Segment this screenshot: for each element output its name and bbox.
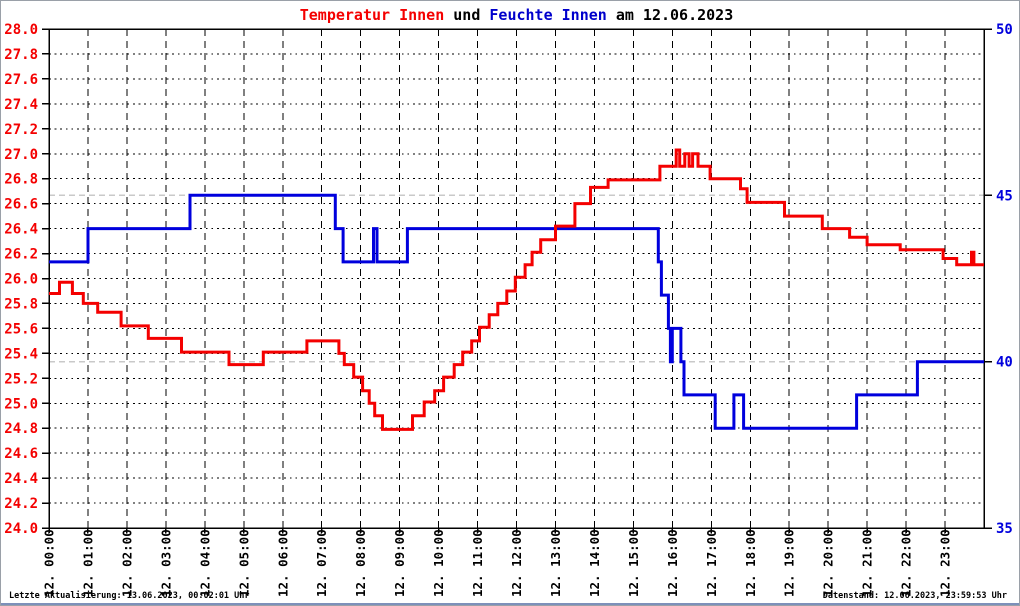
x-axis-ticks xyxy=(48,528,946,533)
left-axis-labels: 28.0 27.8 27.6 27.4 27.2 27.0 26.8 26.6 26.4 26.2… xyxy=(4,22,38,537)
svg-text:12. 17:00: 12. 17:00 xyxy=(704,529,719,597)
svg-text:12. 03:00: 12. 03:00 xyxy=(158,529,173,597)
svg-text:12. 01:00: 12. 01:00 xyxy=(80,529,95,597)
svg-text:12. 15:00: 12. 15:00 xyxy=(626,529,641,597)
x-axis-labels: 12. 00:00 12. 01:00 12. 02:00 12. 03:00 12. … xyxy=(42,529,953,597)
svg-text:12. 21:00: 12. 21:00 xyxy=(860,529,875,597)
svg-text:28.0: 28.0 xyxy=(4,22,38,38)
svg-text:26.8: 26.8 xyxy=(4,172,38,188)
svg-text:12. 20:00: 12. 20:00 xyxy=(821,529,836,597)
svg-text:12. 13:00: 12. 13:00 xyxy=(548,529,563,597)
title-temperature-label: Temperatur Innen xyxy=(299,6,445,24)
right-axis-ticks xyxy=(984,28,992,529)
title-conjunction: und xyxy=(444,6,490,24)
svg-text:12. 09:00: 12. 09:00 xyxy=(392,529,407,597)
svg-text:25.0: 25.0 xyxy=(4,396,38,412)
svg-text:27.6: 27.6 xyxy=(4,72,38,88)
svg-text:12. 19:00: 12. 19:00 xyxy=(782,529,797,597)
svg-text:12. 18:00: 12. 18:00 xyxy=(743,529,758,597)
svg-text:24.8: 24.8 xyxy=(4,421,38,437)
left-axis-ticks xyxy=(42,28,49,529)
svg-text:24.2: 24.2 xyxy=(4,496,38,512)
svg-text:27.8: 27.8 xyxy=(4,47,38,63)
title-humidity-label: Feuchte Innen xyxy=(489,6,607,24)
svg-text:12. 23:00: 12. 23:00 xyxy=(938,529,953,597)
svg-text:24.6: 24.6 xyxy=(4,446,38,462)
temperature-series xyxy=(49,148,984,431)
svg-text:24.4: 24.4 xyxy=(4,471,38,487)
svg-text:12. 08:00: 12. 08:00 xyxy=(353,529,368,597)
svg-text:12. 11:00: 12. 11:00 xyxy=(470,529,485,597)
svg-text:50: 50 xyxy=(996,22,1013,38)
window-border-bottom xyxy=(1,603,1019,605)
svg-text:45: 45 xyxy=(996,188,1013,204)
humidity-series xyxy=(49,193,984,430)
svg-text:12. 14:00: 12. 14:00 xyxy=(587,529,602,597)
svg-text:25.4: 25.4 xyxy=(4,346,38,362)
svg-text:35: 35 xyxy=(996,521,1013,537)
svg-text:26.2: 26.2 xyxy=(4,247,38,263)
svg-text:12. 16:00: 12. 16:00 xyxy=(665,529,680,597)
svg-text:12. 05:00: 12. 05:00 xyxy=(236,529,251,597)
data-timestamp-text: Datenstand: 12.06.2023, 23:59:53 Uhr xyxy=(822,591,1007,601)
svg-text:12. 22:00: 12. 22:00 xyxy=(899,529,914,597)
svg-text:12. 07:00: 12. 07:00 xyxy=(314,529,329,597)
svg-text:12. 04:00: 12. 04:00 xyxy=(197,529,212,597)
svg-text:26.0: 26.0 xyxy=(4,272,38,288)
svg-text:25.8: 25.8 xyxy=(4,296,38,312)
title-date: am 12.06.2023 xyxy=(606,6,734,24)
last-update-text: Letzte Aktualisierung: 13.06.2023, 00:02… xyxy=(9,591,250,601)
svg-text:12. 02:00: 12. 02:00 xyxy=(119,529,134,597)
svg-text:40: 40 xyxy=(996,355,1013,371)
svg-text:25.6: 25.6 xyxy=(4,321,38,337)
svg-text:12. 00:00: 12. 00:00 xyxy=(42,529,57,597)
chart-title: Temperatur Innen und Feuchte Innen am 12… xyxy=(49,6,984,24)
svg-text:26.6: 26.6 xyxy=(4,197,38,213)
svg-text:12. 10:00: 12. 10:00 xyxy=(431,529,446,597)
svg-text:25.2: 25.2 xyxy=(4,371,38,387)
svg-text:27.0: 27.0 xyxy=(4,147,38,163)
svg-text:26.4: 26.4 xyxy=(4,222,38,238)
svg-text:24.0: 24.0 xyxy=(4,521,38,537)
svg-text:27.4: 27.4 xyxy=(4,97,38,113)
svg-text:12. 12:00: 12. 12:00 xyxy=(509,529,524,597)
svg-text:27.2: 27.2 xyxy=(4,122,38,138)
right-axis-labels: 50 45 40 35 xyxy=(996,22,1013,537)
svg-text:12. 06:00: 12. 06:00 xyxy=(275,529,290,597)
